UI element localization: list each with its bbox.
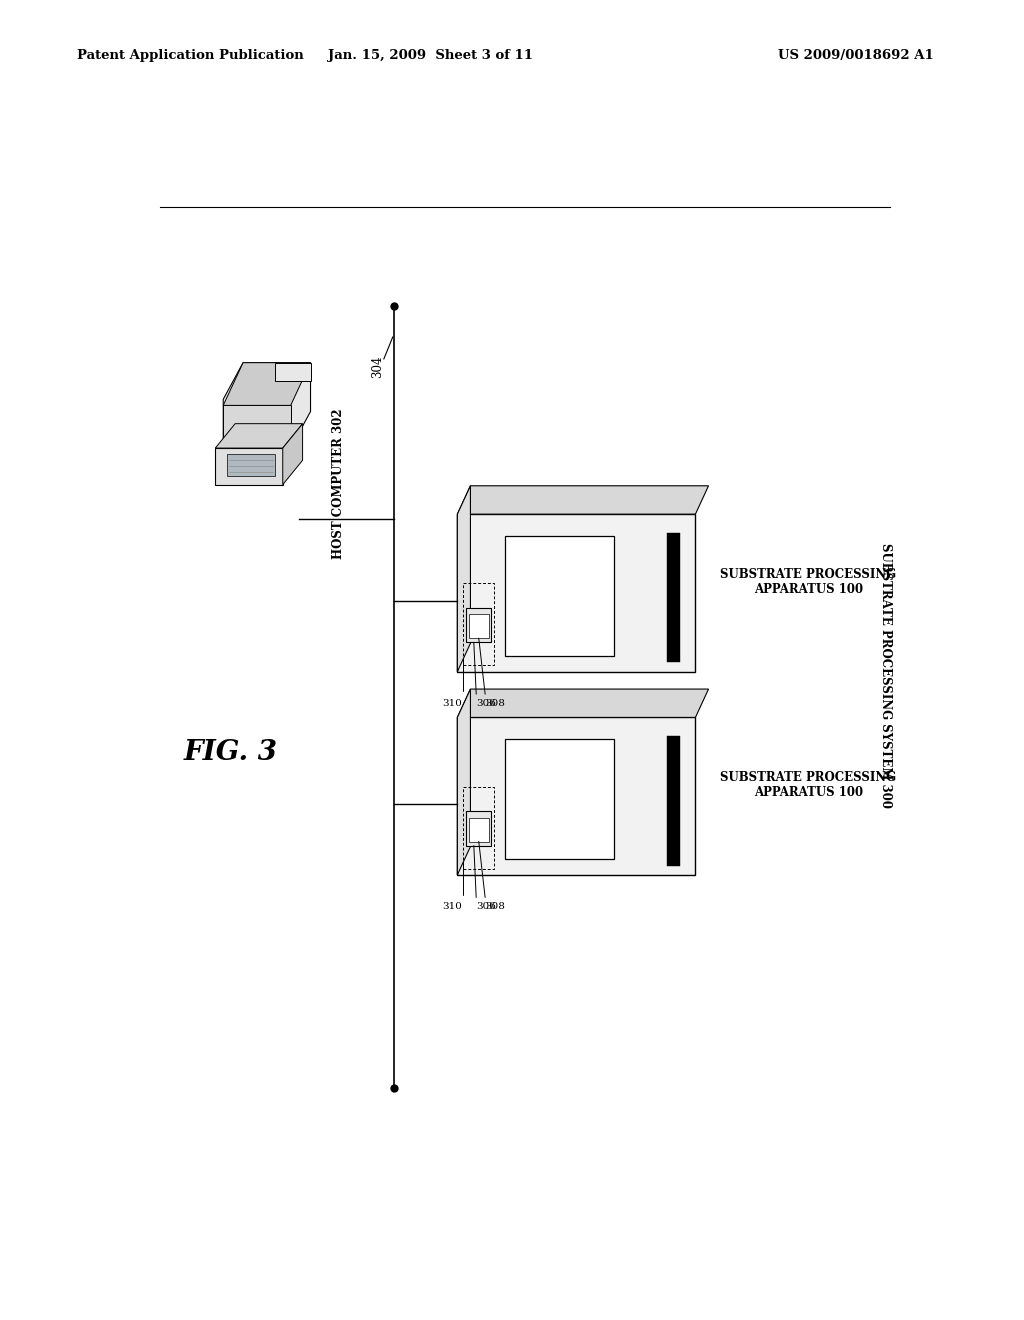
Polygon shape [458, 486, 470, 672]
Text: Jan. 15, 2009  Sheet 3 of 11: Jan. 15, 2009 Sheet 3 of 11 [328, 49, 532, 62]
Polygon shape [458, 515, 695, 672]
Text: FIG. 3: FIG. 3 [183, 739, 278, 767]
Bar [463, 583, 495, 665]
Text: 310: 310 [442, 903, 463, 911]
Bar [466, 812, 492, 846]
Text: 306: 306 [476, 700, 496, 708]
Bar [463, 787, 495, 869]
Bar [505, 739, 614, 859]
Text: 310: 310 [442, 700, 463, 708]
Text: 306: 306 [476, 903, 496, 911]
Polygon shape [458, 486, 709, 515]
Bar [469, 614, 488, 639]
Text: US 2009/0018692 A1: US 2009/0018692 A1 [778, 49, 934, 62]
Text: 304: 304 [372, 355, 384, 378]
Polygon shape [223, 363, 310, 447]
Bar [667, 737, 680, 866]
Text: 308: 308 [485, 903, 505, 911]
Polygon shape [215, 447, 283, 484]
Polygon shape [223, 405, 291, 447]
Polygon shape [458, 689, 709, 718]
Text: SUBSTRATE PROCESSING SYSTEM 300: SUBSTRATE PROCESSING SYSTEM 300 [880, 544, 892, 808]
Bar [466, 609, 492, 643]
Bar [667, 533, 680, 663]
Polygon shape [458, 718, 695, 875]
Polygon shape [215, 424, 303, 447]
Polygon shape [227, 454, 274, 477]
Bar [505, 536, 614, 656]
Text: SUBSTRATE PROCESSING
APPARATUS 100: SUBSTRATE PROCESSING APPARATUS 100 [721, 771, 897, 799]
Polygon shape [283, 424, 303, 484]
Bar [469, 817, 488, 842]
Polygon shape [223, 363, 310, 405]
Text: Patent Application Publication: Patent Application Publication [77, 49, 303, 62]
Polygon shape [458, 689, 470, 875]
Polygon shape [274, 363, 310, 381]
Text: HOST COMPUTER 302: HOST COMPUTER 302 [332, 408, 345, 558]
Text: 308: 308 [485, 700, 505, 708]
Text: SUBSTRATE PROCESSING
APPARATUS 100: SUBSTRATE PROCESSING APPARATUS 100 [721, 568, 897, 595]
